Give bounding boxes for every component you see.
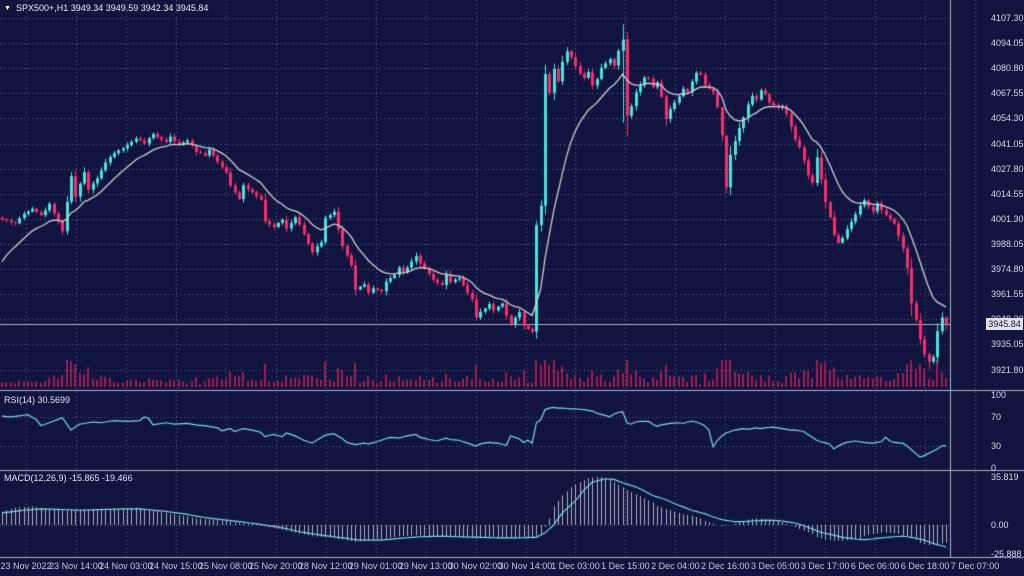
rsi-panel-label: RSI(14) 30.5699 [4,395,71,405]
macd-axis-label: 0.00 [991,520,1009,530]
time-axis-label: 28 Nov 12:00 [298,561,353,571]
rsi-axis-label: 100 [991,390,1007,400]
macd-axis-label: 35.819 [991,472,1019,482]
time-axis-label: 3 Dec 17:00 [800,561,850,571]
time-axis-label: 7 Dec 07:00 [950,561,1000,571]
price-axis-label: 4027.80 [991,163,1024,174]
price-axis-label: 4054.30 [991,113,1024,124]
time-axis-label: 1 Dec 15:00 [601,561,650,571]
rsi-axis-label: 70 [991,411,1002,422]
current-price-badge: 3945.84 [986,317,1023,330]
price-axis-label: 3974.80 [991,264,1024,275]
price-axis-label: 4107.30 [991,13,1024,23]
time-axis-label: 25 Nov 20:00 [248,561,303,571]
time-axis-label: 30 Nov 14:00 [498,561,553,571]
time-axis-label: 2 Dec 04:00 [651,561,700,571]
price-axis-label: 3921.80 [991,364,1024,375]
time-axis-label: 2 Dec 16:00 [701,561,750,571]
symbol-dropdown-icon[interactable]: ▼ [4,4,11,12]
price-axis-label: 4067.55 [991,88,1024,99]
price-axis-label: 4080.80 [991,63,1024,74]
time-axis-label: 30 Nov 02:00 [448,561,503,571]
time-axis-label: 29 Nov 13:00 [398,561,453,571]
price-axis-label: 4094.05 [991,38,1024,49]
time-axis-label: 25 Nov 08:00 [199,561,253,571]
rsi-axis-label: 0 [991,463,997,473]
price-axis-label: 3935.05 [991,339,1024,350]
macd-axis-label: -25.888 [991,548,1022,559]
time-axis-label: 6 Dec 06:00 [850,561,900,571]
price-axis-label: 3988.05 [991,238,1024,249]
time-axis-label: 29 Nov 01:00 [348,561,403,571]
time-axis-label: 24 Nov 15:00 [149,561,203,571]
time-axis-label: 1 Dec 03:00 [551,561,600,571]
price-axis-label: 4041.05 [991,138,1024,149]
time-axis-label: 24 Nov 03:00 [99,561,153,571]
time-axis-label: 23 Nov 14:00 [49,561,103,571]
price-axis-label: 4014.55 [991,188,1024,199]
time-axis-label: 23 Nov 2022 [0,561,52,571]
time-axis-label: 3 Dec 05:00 [750,561,800,571]
macd-panel-label: MACD(12,26,9) -15.865 -19.466 [4,473,133,483]
price-axis-label: 4001.30 [991,213,1024,224]
time-axis-label: 6 Dec 18:00 [900,561,950,571]
symbol-ohlc-text: SPX500+,H1 3949.34 3949.59 3942.34 3945.… [15,3,209,13]
price-axis-label: 3961.55 [991,289,1024,300]
rsi-axis-label: 30 [991,441,1002,452]
chart-title-bar: ▼ SPX500+,H1 3949.34 3949.59 3942.34 394… [4,3,208,13]
